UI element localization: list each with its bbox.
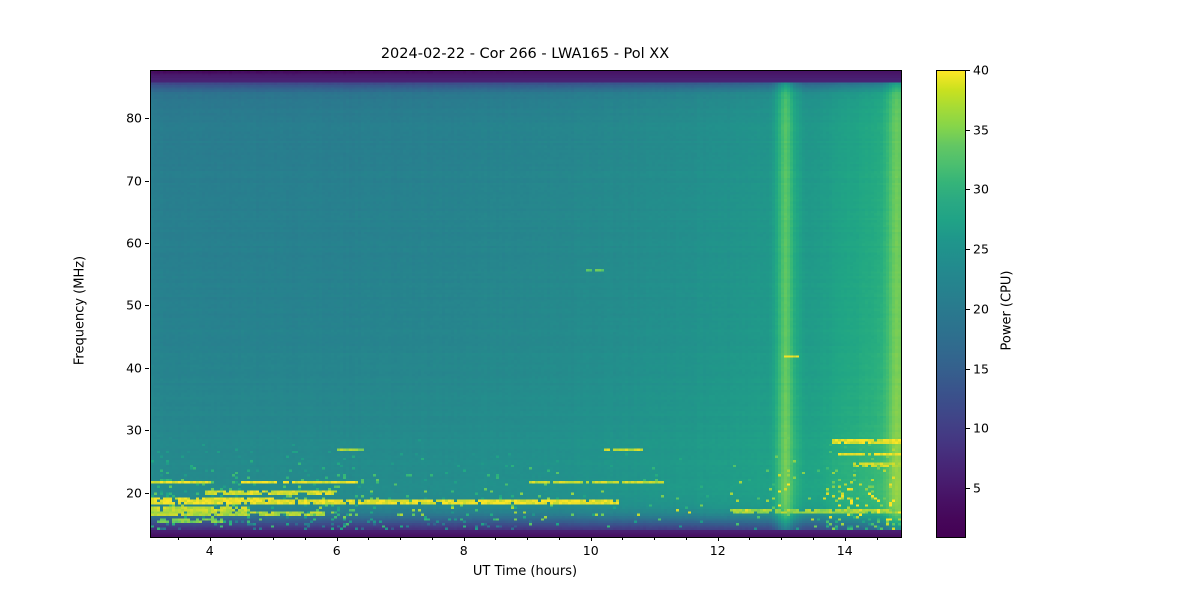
y-tick-mark — [145, 305, 149, 307]
colorbar-label: Power (CPU) — [999, 270, 1015, 351]
x-tick-mark — [717, 537, 719, 541]
x-axis-label: UT Time (hours) — [472, 564, 578, 579]
x-tick-label: 8 — [459, 543, 468, 558]
x-tick-mark — [590, 537, 592, 541]
x-minor-tick-mark — [527, 537, 529, 540]
colorbar-tick-label: 25 — [973, 241, 989, 257]
x-minor-tick-mark — [749, 537, 751, 540]
y-tick-mark — [145, 118, 149, 120]
x-minor-tick-mark — [431, 537, 433, 540]
y-tick-label: 20 — [126, 485, 142, 501]
y-tick-mark — [145, 367, 149, 369]
x-tick-label: 12 — [709, 543, 726, 558]
colorbar-gradient — [937, 71, 965, 537]
y-tick-label: 80 — [126, 110, 142, 126]
x-minor-tick-mark — [558, 537, 560, 540]
colorbar-tick-mark — [966, 488, 970, 490]
x-tick-mark — [463, 537, 465, 541]
x-tick-mark — [336, 537, 338, 541]
colorbar-tick-label: 30 — [973, 181, 989, 197]
y-tick-label: 70 — [126, 173, 142, 189]
colorbar-tick-label: 10 — [973, 420, 989, 436]
colorbar-tick-label: 20 — [973, 301, 989, 317]
y-tick-mark — [145, 430, 149, 432]
y-tick-label: 30 — [126, 422, 142, 438]
x-tick-label: 14 — [836, 543, 853, 558]
x-tick-label: 4 — [205, 543, 214, 558]
colorbar-tick-mark — [966, 249, 970, 251]
colorbar-tick-mark — [966, 189, 970, 191]
y-tick-label: 60 — [126, 235, 142, 251]
x-minor-tick-mark — [495, 537, 497, 540]
x-minor-tick-mark — [273, 537, 275, 540]
x-minor-tick-mark — [368, 537, 370, 540]
x-minor-tick-mark — [781, 537, 783, 540]
colorbar-tick-label: 15 — [973, 361, 989, 377]
colorbar-tick-label: 5 — [973, 480, 981, 496]
y-tick-label: 50 — [126, 297, 142, 313]
y-tick-mark — [145, 492, 149, 494]
colorbar-tick-label: 35 — [973, 122, 989, 138]
x-minor-tick-mark — [622, 537, 624, 540]
x-minor-tick-mark — [685, 537, 687, 540]
y-tick-label: 40 — [126, 360, 142, 376]
x-minor-tick-mark — [400, 537, 402, 540]
x-minor-tick-mark — [304, 537, 306, 540]
spectrogram-image — [151, 71, 901, 537]
x-minor-tick-mark — [654, 537, 656, 540]
colorbar-tick-mark — [966, 70, 970, 71]
page-title: 2024-02-22 - Cor 266 - LWA165 - Pol XX — [380, 46, 670, 62]
x-minor-tick-mark — [177, 537, 179, 540]
colorbar — [936, 70, 966, 538]
x-minor-tick-mark — [241, 537, 243, 540]
colorbar-tick-mark — [966, 308, 970, 310]
spectrogram-plot-area — [150, 70, 902, 538]
x-tick-mark — [844, 537, 846, 541]
x-minor-tick-mark — [876, 537, 878, 540]
y-tick-mark — [145, 180, 149, 182]
colorbar-tick-mark — [966, 428, 970, 430]
colorbar-tick-mark — [966, 368, 970, 370]
colorbar-tick-label: 40 — [973, 62, 989, 78]
x-minor-tick-mark — [812, 537, 814, 540]
x-tick-label: 6 — [332, 543, 341, 558]
y-axis-label: Frequency (MHz) — [72, 255, 88, 366]
colorbar-tick-mark — [966, 129, 970, 131]
x-tick-mark — [209, 537, 211, 541]
y-tick-mark — [145, 243, 149, 245]
x-tick-label: 10 — [582, 543, 599, 558]
